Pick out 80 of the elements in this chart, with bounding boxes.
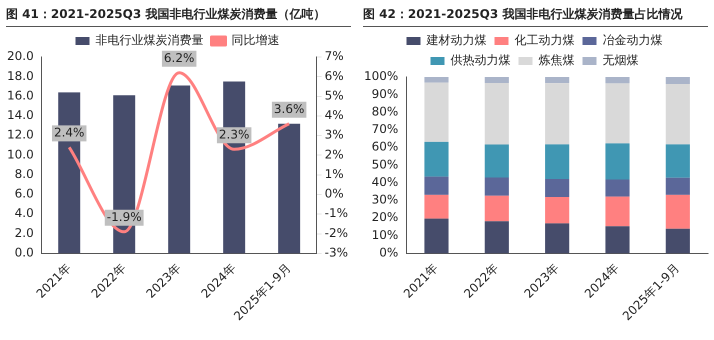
data-label: -1.9%	[106, 210, 142, 224]
y-tick-label: 10.0	[7, 147, 34, 162]
y-tick-label: 50%	[372, 157, 398, 172]
y2-tick-label: 3%	[324, 128, 344, 142]
legend-label: 非电行业煤炭消费量	[96, 33, 204, 48]
bar	[484, 178, 509, 196]
bar	[605, 179, 630, 197]
legend-label: 炼焦煤	[538, 53, 574, 68]
y-tick-label: 4.0	[14, 206, 34, 220]
y-tick-label: 18.0	[7, 68, 34, 83]
y-tick-label: 2.0	[14, 226, 34, 240]
y2-tick-label: -2%	[324, 226, 348, 240]
bar	[545, 196, 570, 224]
bar	[605, 77, 630, 84]
bar	[484, 83, 509, 145]
bar	[666, 194, 690, 229]
y-tick-label: 0.0	[14, 246, 34, 260]
bar	[484, 221, 509, 254]
y2-tick-label: 6%	[324, 68, 344, 83]
data-label: 2.4%	[54, 125, 84, 140]
data-label: 2.3%	[218, 127, 250, 142]
y-tick-label: 16.0	[7, 88, 34, 102]
bar	[545, 223, 570, 254]
y2-tick-label: 1%	[324, 166, 344, 181]
bar	[666, 84, 690, 144]
y-tick-label: 40%	[372, 174, 398, 189]
legend-label: 无烟煤	[602, 53, 638, 68]
y2-tick-label: -1%	[324, 206, 348, 220]
y-tick-label: 10%	[372, 228, 398, 242]
y-tick-label: 14.0	[7, 108, 34, 122]
bar	[666, 228, 690, 254]
y-tick-label: 12.0	[7, 128, 34, 142]
legend-label: 化工动力煤	[514, 33, 574, 48]
bar	[545, 144, 570, 179]
bar	[545, 178, 570, 197]
y-tick-label: 20.0	[7, 49, 34, 64]
chart-title: 图 41：2021-2025Q3 我国非电行业煤炭消费量（亿吨）	[6, 6, 351, 27]
bar	[278, 124, 300, 254]
data-label: 3.6%	[274, 102, 304, 116]
legend-label: 同比增速	[232, 33, 280, 48]
bar	[666, 144, 690, 178]
y2-tick-label: 5%	[324, 88, 344, 102]
y-tick-label: 90%	[372, 86, 398, 101]
y-tick-label: 30%	[372, 192, 398, 207]
bar	[424, 142, 449, 177]
chart-title: 图 42：2021-2025Q3 我国非电行业煤炭消费量占比情况	[363, 6, 708, 27]
bar	[605, 196, 630, 226]
bar	[484, 77, 509, 83]
bar	[666, 178, 690, 195]
legend-label: 供热动力煤	[450, 53, 510, 68]
bar	[484, 144, 509, 178]
y-tick-label: 70%	[372, 122, 398, 136]
data-label: 6.2%	[164, 50, 194, 65]
bar	[605, 226, 630, 254]
y2-tick-label: -3%	[324, 246, 348, 260]
bar	[424, 82, 449, 142]
y-tick-label: 6.0	[14, 186, 34, 201]
bar	[666, 77, 690, 84]
bar	[424, 218, 449, 254]
y2-tick-label: 2%	[324, 147, 344, 162]
y-tick-label: 60%	[372, 140, 398, 154]
y-tick-label: 80%	[372, 104, 398, 118]
bar	[484, 196, 509, 222]
y2-tick-label: 0%	[324, 186, 344, 201]
legend-label: 建材动力煤	[426, 33, 486, 48]
bar	[605, 83, 630, 144]
y-tick-label: 100%	[364, 69, 398, 84]
bar	[424, 77, 449, 83]
y2-tick-label: 4%	[324, 108, 344, 122]
bar	[424, 194, 449, 219]
bar	[545, 77, 570, 84]
y-tick-label: 8.0	[14, 166, 34, 181]
bar	[424, 176, 449, 195]
y2-tick-label: 7%	[324, 49, 344, 64]
bar	[168, 85, 190, 254]
y-tick-label: 0%	[379, 246, 398, 260]
y-tick-label: 20%	[372, 210, 398, 224]
bar	[545, 83, 570, 144]
bar	[605, 143, 630, 180]
legend-label: 冶金动力煤	[602, 33, 662, 48]
